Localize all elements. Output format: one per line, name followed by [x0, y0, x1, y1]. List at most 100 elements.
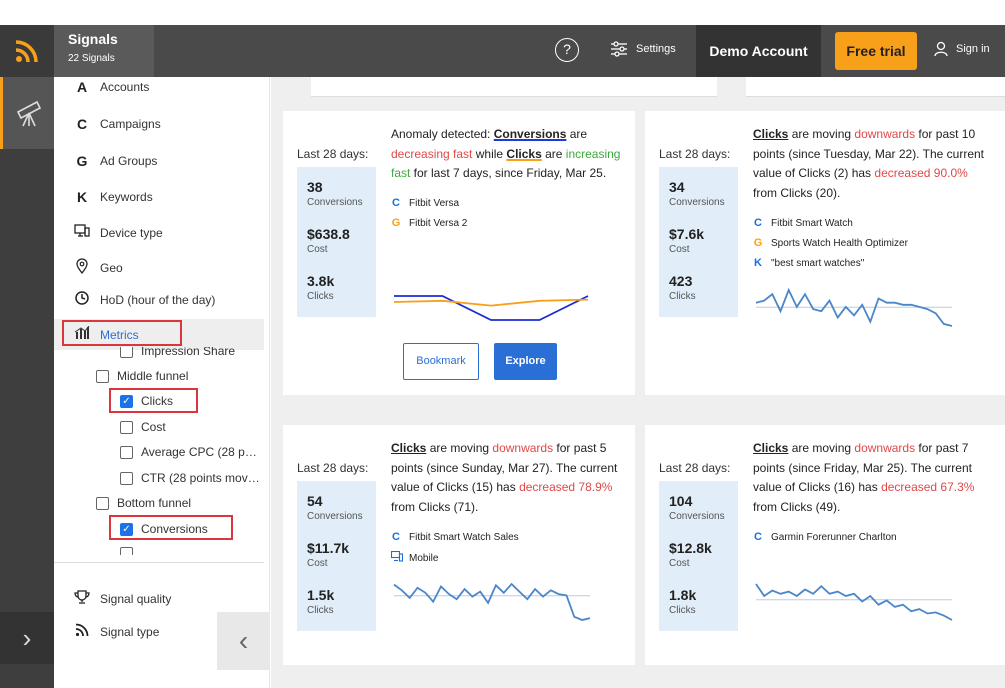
sidebar-item-label: Signal quality	[100, 591, 172, 606]
checkbox-checked[interactable]: ✓	[120, 522, 133, 536]
entity-label: Fitbit Smart Watch Sales	[409, 531, 519, 543]
clock-icon	[74, 291, 90, 308]
stat-label: Cost	[669, 558, 690, 569]
ad-group-icon: G	[391, 217, 401, 229]
app-title-block[interactable]: Signals 22 Signals	[54, 25, 154, 77]
group-bottom-funnel[interactable]: Bottom funnel	[96, 496, 191, 510]
entity-campaign[interactable]: C Garmin Forerunner Charlton	[753, 531, 897, 543]
geo-pin-icon	[74, 258, 90, 277]
stat-label: Cost	[307, 244, 328, 255]
demo-account-button[interactable]: Demo Account	[696, 25, 821, 77]
sidebar-item-metrics[interactable]: Metrics	[74, 325, 139, 343]
message-text: for past 10 points (since Tuesday, Mar 2…	[753, 127, 984, 180]
sidebar-item-ad-groups[interactable]: G Ad Groups	[74, 153, 158, 169]
entity-device[interactable]: Mobile	[390, 550, 438, 565]
metric-next-partial[interactable]	[120, 547, 133, 555]
ad-groups-icon: G	[76, 153, 88, 169]
message-text: from Clicks (71).	[391, 499, 479, 514]
signal-card-clicks-down[interactable]: Last 28 days: 34 Conversions $7.6k Cost …	[645, 111, 1005, 395]
entity-label: Fitbit Versa 2	[409, 217, 468, 229]
metric-clicks-link[interactable]: Clicks	[753, 441, 789, 455]
stat-label: Clicks	[669, 605, 696, 616]
entity-keyword[interactable]: K "best smart watches"	[753, 257, 864, 269]
metric-clicks-link[interactable]: Clicks	[506, 146, 542, 161]
group-label: Bottom funnel	[117, 496, 192, 510]
sidebar-item-signal-type[interactable]: Signal type	[74, 623, 159, 640]
signal-card-clicks-down[interactable]: Last 28 days: 104 Conversions $12.8k Cos…	[645, 425, 1005, 665]
signal-card-anomaly[interactable]: Last 28 days: 38 Conversions $638.8 Cost…	[283, 111, 635, 395]
metric-average-cpc[interactable]: Average CPC (28 p…	[120, 445, 257, 459]
sidebar-item-geo[interactable]: Geo	[74, 258, 123, 277]
rss-icon	[74, 623, 90, 640]
sidebar: A Accounts C Campaigns G Ad Groups K Key…	[54, 77, 270, 688]
metric-clicks[interactable]: ✓ Clicks	[120, 394, 173, 408]
checkbox[interactable]	[120, 547, 133, 555]
entity-ad-group[interactable]: G Sports Watch Health Optimizer	[753, 237, 908, 249]
checkbox[interactable]	[96, 496, 109, 510]
signal-card-clicks-down[interactable]: Last 28 days: 54 Conversions $11.7k Cost…	[283, 425, 635, 665]
clicks-sparkline	[755, 583, 953, 621]
sidebar-item-signal-quality[interactable]: Signal quality	[74, 589, 171, 608]
group-middle-funnel[interactable]: Middle funnel	[96, 369, 188, 383]
message-text: for past 5 points (since Sunday, Mar 27)…	[391, 441, 618, 494]
sidebar-item-device-type[interactable]: Device type	[74, 224, 163, 241]
expand-rail-button[interactable]: ›	[0, 612, 54, 664]
stat-label: Conversions	[307, 511, 363, 522]
clicks-series-line	[755, 583, 953, 621]
sidebar-item-label: Ad Groups	[100, 154, 158, 168]
metric-cost[interactable]: Cost	[120, 420, 166, 434]
metric-impression-share[interactable]: Impression Share	[120, 347, 235, 358]
settings-button[interactable]: Settings	[610, 41, 676, 57]
entity-campaign[interactable]: C Fitbit Smart Watch Sales	[391, 531, 519, 543]
entity-campaign[interactable]: C Fitbit Smart Watch	[753, 217, 853, 229]
stats-panel: 34 Conversions $7.6k Cost 423 Clicks	[659, 167, 738, 317]
stat-label: Conversions	[669, 511, 725, 522]
metric-clicks-link[interactable]: Clicks	[753, 127, 789, 141]
stat-label: Clicks	[669, 291, 696, 302]
metrics-highlight-box	[62, 320, 182, 346]
change-text: decreased 90.0%	[874, 166, 968, 180]
group-label: Middle funnel	[117, 369, 189, 383]
message-text: for last 7 days, since Friday, Mar 25.	[410, 166, 607, 180]
checkbox[interactable]	[120, 347, 133, 358]
campaign-icon: C	[392, 531, 400, 543]
checkbox[interactable]	[120, 471, 133, 485]
sidebar-item-hod[interactable]: HoD (hour of the day)	[74, 291, 215, 308]
stat-value: $11.7k	[307, 540, 350, 556]
sidebar-item-campaigns[interactable]: C Campaigns	[74, 116, 161, 132]
entity-ad-group[interactable]: G Fitbit Versa 2	[391, 217, 468, 229]
clicks-series-line	[393, 582, 591, 621]
checkbox[interactable]	[120, 445, 133, 459]
stat-value: 34	[669, 179, 685, 195]
metric-clicks-link[interactable]: Clicks	[391, 441, 427, 455]
signal-message: Clicks are moving downwards for past 10 …	[753, 125, 988, 203]
bookmark-button[interactable]: Bookmark	[403, 343, 479, 380]
metric-ctr[interactable]: CTR (28 points mov…	[120, 471, 260, 485]
checkbox[interactable]	[120, 420, 133, 434]
stat-label: Conversions	[669, 197, 725, 208]
collapse-sidebar-button[interactable]: ‹	[217, 612, 270, 670]
conversions-highlight-box	[109, 515, 233, 540]
accounts-icon: A	[76, 79, 88, 95]
metric-conversions-link[interactable]: Conversions	[493, 127, 567, 141]
stat-value: 423	[669, 273, 693, 289]
free-trial-button[interactable]: Free trial	[835, 32, 917, 70]
checkbox-checked[interactable]: ✓	[120, 394, 133, 408]
stat-value: $12.8k	[669, 540, 712, 556]
left-rail: ›	[0, 77, 54, 688]
telescope-nav-button[interactable]	[0, 77, 54, 149]
message-text: are moving	[788, 441, 855, 455]
period-label: Last 28 days:	[659, 461, 731, 475]
help-button[interactable]: ?	[555, 38, 579, 62]
sidebar-item-keywords[interactable]: K Keywords	[74, 189, 153, 205]
sign-in-button[interactable]: Sign in	[934, 41, 990, 57]
card-top-strip	[311, 77, 717, 97]
sidebar-item-accounts[interactable]: A Accounts	[74, 79, 149, 95]
explore-button[interactable]: Explore	[494, 343, 557, 380]
change-text: decreased 67.3%	[881, 480, 975, 494]
rss-logo-icon[interactable]	[0, 25, 54, 77]
metric-conversions[interactable]: ✓ Conversions	[120, 522, 208, 536]
entity-campaign[interactable]: C Fitbit Versa	[391, 197, 459, 209]
checkbox[interactable]	[96, 369, 109, 383]
signal-message: Clicks are moving downwards for past 7 p…	[753, 439, 988, 517]
